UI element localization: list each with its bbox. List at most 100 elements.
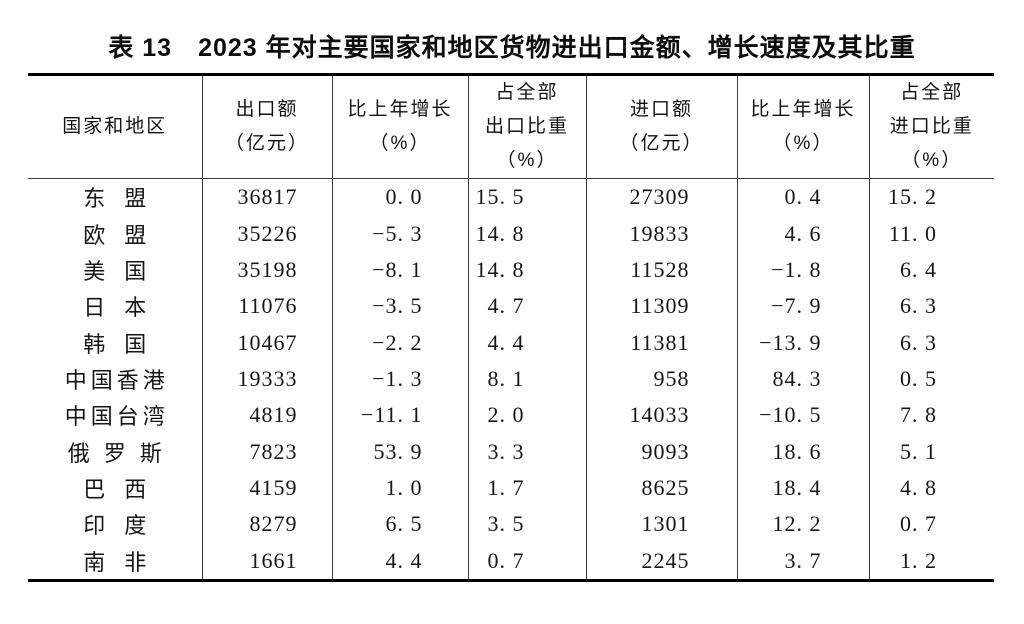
header-line: 出口比重: [484, 116, 569, 137]
value-cell: 3. 3: [467, 433, 586, 470]
value-cell: 14. 8: [467, 251, 586, 289]
value-cell: 3. 5: [467, 506, 586, 543]
col-header-import-share: 占全部 进口比重 （%）: [868, 74, 994, 179]
table-row: 巴西 4159 1. 0 1. 7 8625 18. 4 4. 8: [28, 469, 994, 507]
header-line: （亿元）: [619, 133, 704, 154]
header-line: 出口额: [235, 99, 299, 120]
header-line: 占全部: [900, 82, 964, 103]
value-cell: 0. 0: [331, 178, 468, 216]
value-cell: 1. 0: [331, 469, 468, 507]
value-cell: 4. 6: [736, 215, 869, 252]
header-row: 国家和地区 出口额 （亿元） 比上年增长 （%） 占全部 出口比重: [28, 74, 994, 179]
table-row: 欧盟 35226 −5. 3 14. 8 19833 4. 6 11. 0: [28, 215, 994, 252]
value-cell: 958: [585, 360, 737, 398]
value-cell: 1. 2: [868, 542, 994, 581]
value-cell: 0. 7: [868, 506, 994, 543]
value-cell: −13. 9: [736, 324, 869, 361]
region-cell: 巴西: [83, 476, 166, 502]
region-cell: 日本: [83, 295, 166, 321]
value-cell: 6. 4: [868, 251, 994, 289]
table-title: 表 13 2023 年对主要国家和地区货物进出口金额、增长速度及其比重: [108, 34, 916, 62]
value-cell: 84. 3: [736, 360, 869, 398]
value-cell: −1. 8: [736, 251, 869, 289]
table-row: 美国 35198 −8. 1 14. 8 11528 −1. 8 6. 4: [28, 251, 994, 289]
value-cell: 19833: [585, 215, 737, 252]
value-cell: 11528: [585, 251, 737, 289]
value-cell: −1. 3: [331, 360, 468, 398]
region-cell: 南非: [83, 549, 166, 575]
value-cell: 4819: [201, 397, 332, 434]
region-cell: 韩国: [83, 331, 166, 357]
col-header-export-share: 占全部 出口比重 （%）: [467, 74, 586, 179]
header-line: （%）: [901, 150, 963, 171]
col-header-export-amount: 出口额 （亿元）: [201, 74, 332, 179]
value-cell: 7823: [201, 433, 332, 470]
header-line: 国家和地区: [62, 116, 168, 137]
value-cell: 5. 1: [868, 433, 994, 470]
value-cell: 10467: [201, 324, 332, 361]
value-cell: 11309: [585, 288, 737, 325]
value-cell: 0. 4: [736, 178, 869, 216]
col-header-export-growth: 比上年增长 （%）: [331, 74, 468, 179]
value-cell: 6. 5: [331, 506, 468, 543]
value-cell: 11381: [585, 324, 737, 361]
header-line: （%）: [496, 150, 558, 171]
value-cell: 35226: [201, 215, 332, 252]
value-cell: 1301: [585, 506, 737, 543]
value-cell: 8. 1: [467, 360, 586, 398]
col-header-region: 国家和地区: [28, 74, 202, 179]
value-cell: −7. 9: [736, 288, 869, 325]
value-cell: 6. 3: [868, 324, 994, 361]
table-row: 东盟 36817 0. 0 15. 5 27309 0. 4 15. 2: [28, 178, 994, 216]
region-cell: 东盟: [83, 186, 166, 212]
header-line: 进口比重: [889, 116, 974, 137]
col-header-import-growth: 比上年增长 （%）: [736, 74, 869, 179]
value-cell: 4. 4: [467, 324, 586, 361]
header-line: 比上年增长: [750, 99, 856, 120]
header-line: 进口额: [629, 99, 693, 120]
value-cell: 18. 4: [736, 469, 869, 507]
table-body: 东盟 36817 0. 0 15. 5 27309 0. 4 15. 2 欧盟 35226 −5.…: [28, 178, 994, 581]
value-cell: −2. 2: [331, 324, 468, 361]
value-cell: 27309: [585, 178, 737, 216]
value-cell: 15. 5: [467, 178, 586, 216]
value-cell: 4. 7: [467, 288, 586, 325]
value-cell: 4. 4: [331, 542, 468, 581]
value-cell: 8625: [585, 469, 737, 507]
table-row: 日本 11076 −3. 5 4. 7 11309 −7. 9 6. 3: [28, 288, 994, 325]
value-cell: −3. 5: [331, 288, 468, 325]
header-line: （%）: [369, 133, 431, 154]
value-cell: 15. 2: [868, 178, 994, 216]
value-cell: 1. 7: [467, 469, 586, 507]
value-cell: 4159: [201, 469, 332, 507]
value-cell: 3. 7: [736, 542, 869, 581]
value-cell: 11076: [201, 288, 332, 325]
trade-statistics-table: 国家和地区 出口额 （亿元） 比上年增长 （%） 占全部 出口比重: [28, 73, 994, 582]
header-line: 占全部: [495, 82, 559, 103]
value-cell: −11. 1: [331, 397, 468, 434]
col-header-import-amount: 进口额 （亿元）: [585, 74, 737, 179]
value-cell: −8. 1: [331, 251, 468, 289]
value-cell: 14. 8: [467, 215, 586, 252]
value-cell: 7. 8: [868, 397, 994, 434]
value-cell: 18. 6: [736, 433, 869, 470]
value-cell: 53. 9: [331, 433, 468, 470]
value-cell: 14033: [585, 397, 737, 434]
region-cell: 欧盟: [83, 222, 166, 248]
value-cell: 2. 0: [467, 397, 586, 434]
table-row: 中国香港 19333 −1. 3 8. 1 958 84. 3 0. 5: [28, 360, 994, 398]
value-cell: 12. 2: [736, 506, 869, 543]
value-cell: 35198: [201, 251, 332, 289]
region-cell: 俄罗斯: [67, 440, 176, 466]
region-cell: 印度: [83, 513, 166, 539]
header-line: （亿元）: [224, 133, 309, 154]
value-cell: 4. 8: [868, 469, 994, 507]
table-row: 中国台湾 4819 −11. 1 2. 0 14033 −10. 5 7. 8: [28, 397, 994, 434]
value-cell: 0. 5: [868, 360, 994, 398]
table-row: 南非 1661 4. 4 0. 7 2245 3. 7 1. 2: [28, 542, 994, 581]
value-cell: 0. 7: [467, 542, 586, 581]
value-cell: 8279: [201, 506, 332, 543]
value-cell: 19333: [201, 360, 332, 398]
value-cell: 9093: [585, 433, 737, 470]
value-cell: −10. 5: [736, 397, 869, 434]
